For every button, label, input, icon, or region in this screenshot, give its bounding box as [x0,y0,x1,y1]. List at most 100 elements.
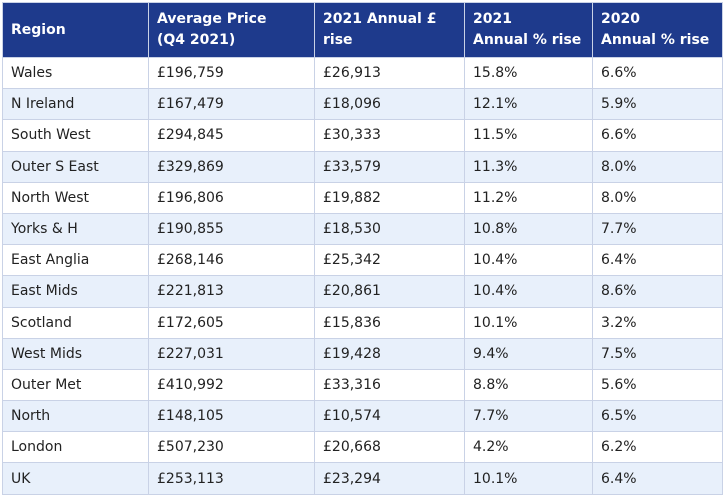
annual-pound-rise-cell: £33,316 [314,368,465,402]
average-price-cell: £190,855 [148,212,315,246]
annual-percent-rise-2021-cell: 10.1% [464,462,593,495]
annual-percent-rise-2020-cell: 6.6% [592,56,723,90]
region-cell: UK [2,462,149,495]
annual-percent-rise-2021-cell: 11.5% [464,119,593,152]
annual-pound-rise-cell: £19,882 [314,181,465,214]
region-cell: Yorks & H [2,212,149,246]
annual-percent-rise-2021-cell: 12.1% [464,88,593,121]
annual-pound-rise-cell: £15,836 [314,306,465,339]
annual-pound-rise-cell: £26,913 [314,56,465,90]
header-2020-annual-percent-rise-line-2: Annual % rise [601,32,710,48]
annual-percent-rise-2021-cell: 10.4% [464,244,593,277]
average-price-cell: £507,230 [148,431,315,464]
table-row: N Ireland £167,479 £18,096 12.1% 5.9% [2,88,723,121]
annual-percent-rise-2021-cell: 10.4% [464,275,593,308]
annual-percent-rise-2020-cell: 6.4% [592,462,723,495]
annual-pound-rise-cell: £25,342 [314,244,465,277]
region-cell: Wales [2,56,149,90]
average-price-cell: £221,813 [148,275,315,308]
annual-pound-rise-cell: £20,861 [314,275,465,308]
annual-percent-rise-2020-cell: 8.0% [592,181,723,214]
annual-pound-rise-cell: £18,530 [314,212,465,246]
region-cell: South West [2,119,149,152]
table-row: East Anglia £268,146 £25,342 10.4% 6.4% [2,244,723,277]
average-price-cell: £172,605 [148,306,315,339]
table-row: East Mids £221,813 £20,861 10.4% 8.6% [2,275,723,308]
region-cell: North West [2,181,149,214]
table-header: Region Average Price (Q4 2021) 2021 Annua… [2,2,723,58]
annual-percent-rise-2020-cell: 6.5% [592,400,723,433]
annual-percent-rise-2020-cell: 6.2% [592,431,723,464]
header-2021-annual-percent-rise-line-1: 2021 [473,11,512,27]
annual-percent-rise-2020-cell: 8.0% [592,150,723,183]
header-average-price-line-1: Average Price [157,11,267,27]
annual-percent-rise-2020-cell: 7.5% [592,337,723,370]
average-price-cell: £148,105 [148,400,315,433]
header-region-line-1: Region [11,21,66,38]
annual-pound-rise-cell: £10,574 [314,400,465,433]
table-row: Outer Met £410,992 £33,316 8.8% 5.6% [2,368,723,402]
table-row: North West £196,806 £19,882 11.2% 8.0% [2,181,723,214]
average-price-cell: £227,031 [148,337,315,370]
header-2021-annual-percent-rise: 2021 Annual % rise [464,2,593,58]
region-cell: Outer Met [2,368,149,402]
region-cell: East Mids [2,275,149,308]
table-row: Outer S East £329,869 £33,579 11.3% 8.0% [2,150,723,183]
table-row: Scotland £172,605 £15,836 10.1% 3.2% [2,306,723,339]
table-row: UK £253,113 £23,294 10.1% 6.4% [2,462,723,495]
table-row: Wales £196,759 £26,913 15.8% 6.6% [2,56,723,90]
annual-pound-rise-cell: £20,668 [314,431,465,464]
region-cell: Outer S East [2,150,149,183]
annual-percent-rise-2021-cell: 8.8% [464,368,593,402]
header-2021-annual-percent-rise-line-2: Annual % rise [473,32,582,48]
annual-percent-rise-2021-cell: 4.2% [464,431,593,464]
annual-percent-rise-2020-cell: 5.9% [592,88,723,121]
annual-percent-rise-2021-cell: 11.2% [464,181,593,214]
region-cell: London [2,431,149,464]
table-row: South West £294,845 £30,333 11.5% 6.6% [2,119,723,152]
annual-percent-rise-2021-cell: 10.1% [464,306,593,339]
annual-percent-rise-2020-cell: 6.6% [592,119,723,152]
annual-pound-rise-cell: £33,579 [314,150,465,183]
header-row: Region Average Price (Q4 2021) 2021 Annua… [2,2,723,58]
average-price-cell: £167,479 [148,88,315,121]
annual-percent-rise-2021-cell: 11.3% [464,150,593,183]
table-row: West Mids £227,031 £19,428 9.4% 7.5% [2,337,723,370]
average-price-cell: £410,992 [148,368,315,402]
annual-pound-rise-cell: £19,428 [314,337,465,370]
region-cell: Scotland [2,306,149,339]
region-cell: North [2,400,149,433]
annual-percent-rise-2020-cell: 5.6% [592,368,723,402]
annual-percent-rise-2020-cell: 3.2% [592,306,723,339]
annual-percent-rise-2021-cell: 15.8% [464,56,593,90]
annual-pound-rise-cell: £23,294 [314,462,465,495]
table-body: Wales £196,759 £26,913 15.8% 6.6% N Ireland £1… [2,56,723,495]
table-row: North £148,105 £10,574 7.7% 6.5% [2,400,723,433]
average-price-cell: £294,845 [148,119,315,152]
header-average-price: Average Price (Q4 2021) [148,2,315,58]
annual-percent-rise-2020-cell: 8.6% [592,275,723,308]
table-row: Yorks & H £190,855 £18,530 10.8% 7.7% [2,212,723,246]
annual-pound-rise-cell: £18,096 [314,88,465,121]
annual-pound-rise-cell: £30,333 [314,119,465,152]
average-price-cell: £196,759 [148,56,315,90]
header-2021-annual-pound-rise: 2021 Annual £ rise [314,2,465,58]
header-region: Region [2,2,149,58]
table-row: London £507,230 £20,668 4.2% 6.2% [2,431,723,464]
annual-percent-rise-2020-cell: 7.7% [592,212,723,246]
region-cell: West Mids [2,337,149,370]
header-2020-annual-percent-rise: 2020 Annual % rise [592,2,723,58]
region-cell: N Ireland [2,88,149,121]
annual-percent-rise-2021-cell: 7.7% [464,400,593,433]
average-price-cell: £268,146 [148,244,315,277]
annual-percent-rise-2021-cell: 9.4% [464,337,593,370]
average-price-cell: £196,806 [148,181,315,214]
annual-percent-rise-2020-cell: 6.4% [592,244,723,277]
header-2020-annual-percent-rise-line-1: 2020 [601,11,640,27]
average-price-cell: £329,869 [148,150,315,183]
region-cell: East Anglia [2,244,149,277]
average-price-cell: £253,113 [148,462,315,495]
header-2021-annual-pound-rise-line-1: 2021 Annual £ rise [323,11,437,48]
